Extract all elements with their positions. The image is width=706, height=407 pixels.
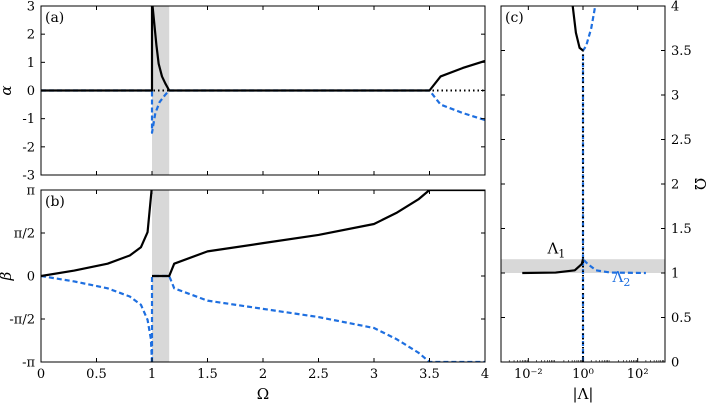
panel-c-ylabel: Ω <box>691 178 706 190</box>
x-tick-label: 2 <box>259 367 267 382</box>
y-tick-label: 1 <box>27 56 35 71</box>
y-tick-label: π <box>26 184 35 199</box>
panel-b-label: (b) <box>45 194 65 210</box>
panel-c-label: (c) <box>505 10 524 26</box>
panel-b-frame <box>40 189 486 363</box>
x-tick-label: 10² <box>627 367 649 382</box>
x-tick-label: 10⁰ <box>572 367 594 382</box>
x-tick-label: 3 <box>370 367 378 382</box>
panel-c-xlabel: |Λ| <box>573 385 594 403</box>
panel-a-series <box>41 6 485 134</box>
panel-a-ticks: -3 -2 -1 0 1 2 3 <box>22 0 486 184</box>
y-tick-label: 2 <box>671 178 679 193</box>
y-tick-label: 1.5 <box>671 222 692 237</box>
x-tick-label: 1 <box>148 367 156 382</box>
y-tick-label: 3.5 <box>671 44 692 59</box>
y-tick-label: 0 <box>671 356 679 371</box>
y-tick-label: -2 <box>22 140 35 155</box>
series-line-solid <box>41 6 485 92</box>
y-tick-label: 4 <box>671 0 679 15</box>
x-tick-label: 10⁻² <box>514 367 543 382</box>
panel-a-ylabel: α <box>0 85 15 95</box>
series-line-dashed <box>41 274 154 362</box>
x-tick-label: 1.5 <box>197 367 218 382</box>
panel-c-series <box>522 6 646 362</box>
annotation-lambda-1: Λ1 <box>546 239 565 260</box>
panel-c: 10⁻² 10⁰ 10² 0 0.5 1 1.5 2 2.5 3 3.5 4 Λ1 Λ2 (c) Ω |… <box>500 0 706 403</box>
panel-a-label: (a) <box>45 10 64 26</box>
y-tick-label: π/2 <box>14 226 35 241</box>
y-tick-label: 0 <box>27 84 35 99</box>
y-tick-label: -π/2 <box>9 313 35 328</box>
y-tick-label: -1 <box>22 112 35 127</box>
y-tick-label: 1 <box>671 267 679 282</box>
series-line-dashed <box>581 6 597 260</box>
series-line-dashed <box>41 89 485 134</box>
y-tick-label: 0.5 <box>671 311 692 326</box>
y-tick-label: 3 <box>27 0 35 15</box>
x-tick-label: 4 <box>481 367 489 382</box>
series-line-solid <box>41 190 153 278</box>
annotation-lambda-2: Λ2 <box>611 268 630 289</box>
y-tick-label: -π <box>22 356 35 371</box>
y-tick-label: 2.5 <box>671 133 692 148</box>
series-line-dashed <box>150 274 485 362</box>
panel-a: -3 -2 -1 0 1 2 3 (a) α <box>0 0 486 184</box>
x-tick-label: 3.5 <box>419 367 440 382</box>
series-line-solid <box>571 6 584 52</box>
panel-b-ylabel: β <box>0 271 15 281</box>
panel-b-ticks: 0 0.5 1 1.5 2 2.5 3 3.5 4 -π -π/2 0 π/2 π <box>9 184 489 383</box>
panel-b-xlabel: Ω <box>257 385 269 403</box>
y-tick-label: 3 <box>671 89 679 104</box>
series-line-dashed <box>581 258 646 362</box>
y-tick-label: -3 <box>22 169 35 184</box>
x-tick-label: 0.5 <box>86 367 107 382</box>
y-tick-label: 2 <box>27 28 35 43</box>
panel-c-annotations: Λ1 Λ2 <box>546 239 630 288</box>
panel-c-ticks: 10⁻² 10⁰ 10² 0 0.5 1 1.5 2 2.5 3 3.5 4 <box>501 0 692 382</box>
series-line-solid <box>152 190 485 278</box>
panel-b: 0 0.5 1 1.5 2 2.5 3 3.5 4 -π -π/2 0 π/2 π (b) β Ω <box>0 184 489 404</box>
x-tick-label: 0 <box>37 367 45 382</box>
x-tick-label: 2.5 <box>308 367 329 382</box>
y-tick-label: 0 <box>27 270 35 285</box>
panel-b-series <box>41 190 485 362</box>
